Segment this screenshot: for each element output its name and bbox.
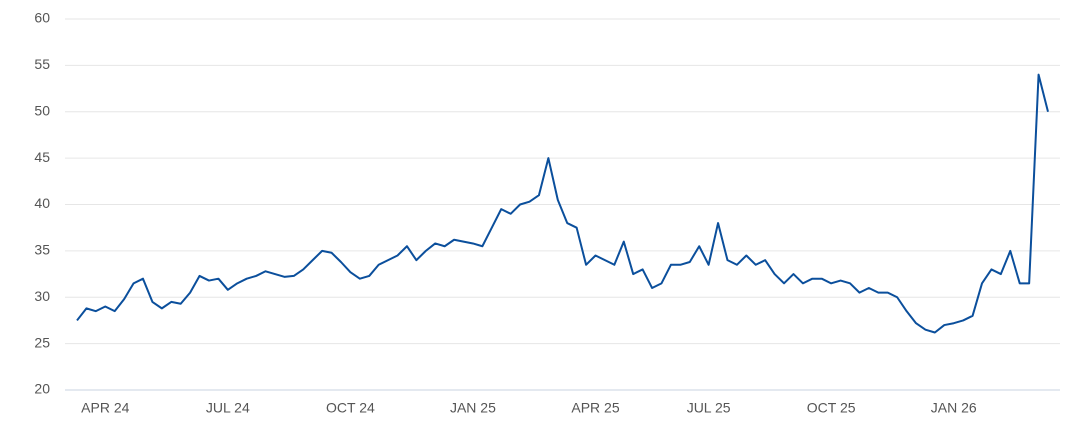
y-tick-label: 20 <box>34 381 50 397</box>
y-tick-label: 45 <box>34 149 50 165</box>
y-tick-label: 25 <box>34 334 50 350</box>
x-tick-label: JAN 25 <box>450 400 496 416</box>
y-tick-label: 40 <box>34 195 50 211</box>
x-tick-label: OCT 24 <box>326 400 375 416</box>
y-tick-label: 30 <box>34 288 50 304</box>
y-tick-label: 50 <box>34 102 50 118</box>
x-tick-label: JUL 25 <box>687 400 731 416</box>
y-tick-label: 60 <box>34 10 50 26</box>
x-tick-label: APR 24 <box>81 400 129 416</box>
x-tick-label: JAN 26 <box>931 400 977 416</box>
y-tick-label: 55 <box>34 56 50 72</box>
x-tick-label: APR 25 <box>571 400 619 416</box>
x-tick-label: JUL 24 <box>206 400 250 416</box>
x-tick-label: OCT 25 <box>807 400 856 416</box>
data-line <box>76 73 1049 334</box>
y-tick-label: 35 <box>34 242 50 258</box>
